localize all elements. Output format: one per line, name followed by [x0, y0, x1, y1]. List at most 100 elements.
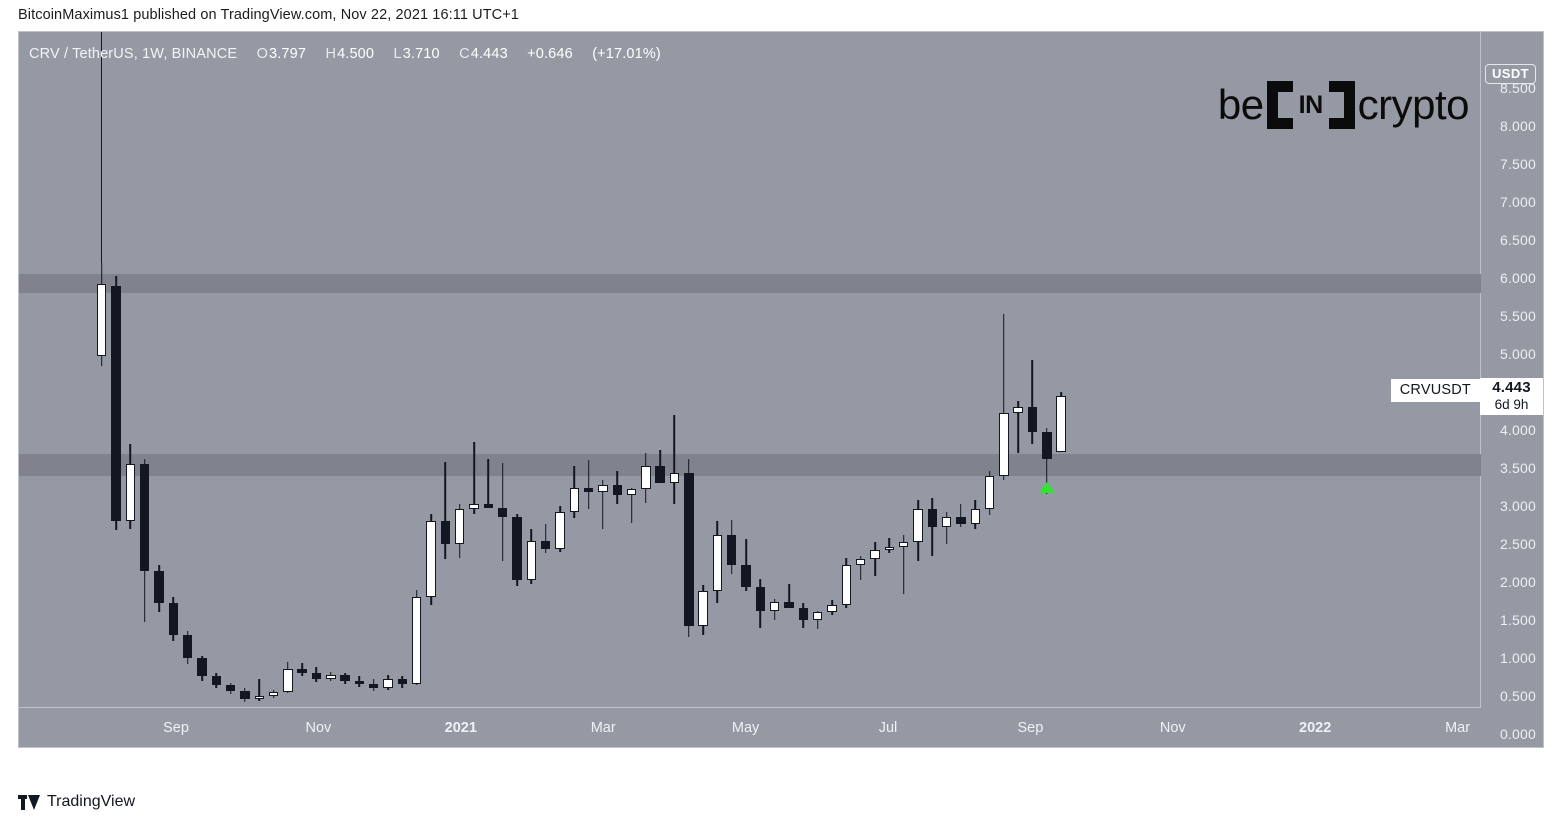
candle-wick [630, 487, 633, 523]
candlestick-bar[interactable] [154, 565, 164, 613]
candlestick-bar[interactable] [426, 513, 436, 605]
candlestick-bar[interactable] [139, 458, 150, 622]
candlestick-bar[interactable] [526, 528, 536, 584]
candlestick-bar[interactable] [168, 597, 178, 642]
lower-resistance-zone[interactable] [19, 454, 1481, 476]
candlestick-bar[interactable] [111, 276, 121, 531]
candlestick-bar[interactable] [927, 498, 937, 557]
candlestick-bar[interactable] [369, 679, 379, 692]
candlestick-bar[interactable] [240, 688, 250, 703]
candlestick-bar[interactable] [827, 600, 837, 616]
candlestick-bar[interactable] [283, 661, 293, 693]
candlestick-bar[interactable] [225, 683, 236, 695]
candlestick-bar[interactable] [440, 461, 451, 560]
price-axis-tick: 7.000 [1499, 194, 1536, 210]
candlestick-bar[interactable] [455, 504, 465, 558]
candlestick-bar[interactable] [798, 603, 809, 628]
candlestick-bar[interactable] [956, 504, 966, 528]
bar-countdown: 6d 9h [1494, 397, 1529, 413]
candlestick-bar[interactable] [884, 537, 894, 554]
candlestick-bar[interactable] [984, 471, 995, 516]
candlestick-bar[interactable] [655, 449, 665, 484]
candlestick-bar[interactable] [641, 452, 651, 503]
candle-body [139, 464, 150, 572]
legend-symbol: CRV / TetherUS, 1W, BINANCE [29, 46, 238, 62]
plot-area[interactable] [19, 32, 1481, 747]
candle-body [311, 673, 322, 680]
candle-body [111, 285, 121, 522]
candlestick-bar[interactable] [540, 524, 551, 554]
candlestick-bar[interactable] [999, 314, 1009, 481]
candlestick-bar[interactable] [340, 673, 350, 684]
price-axis-tick: 8.000 [1499, 118, 1536, 134]
candle-body [125, 464, 136, 522]
candlestick-bar[interactable] [254, 679, 264, 701]
candlestick-bar[interactable] [397, 676, 408, 689]
upper-resistance-zone[interactable] [19, 274, 1481, 294]
candlestick-bar[interactable] [182, 630, 193, 665]
candlestick-bar[interactable] [684, 458, 694, 637]
candlestick-bar[interactable] [555, 506, 565, 552]
candlestick-bar[interactable] [755, 578, 766, 628]
candlestick-bar[interactable] [712, 521, 723, 604]
candlestick-bar[interactable] [569, 466, 579, 519]
candlestick-bar[interactable] [813, 610, 823, 630]
candlestick-bar[interactable] [669, 414, 680, 505]
candlestick-bar[interactable] [583, 460, 594, 510]
bracket-left-icon [1266, 81, 1293, 129]
candlestick-bar[interactable] [412, 589, 422, 686]
candlestick-bar[interactable] [297, 662, 307, 677]
price-axis-tick: 3.500 [1499, 460, 1536, 476]
candlestick-bar[interactable] [970, 499, 980, 529]
candlestick-bar[interactable] [483, 458, 494, 508]
candlestick-bar[interactable] [268, 689, 279, 699]
buy-marker[interactable] [1038, 482, 1055, 493]
time-axis-tick: 2021 [444, 720, 477, 736]
candlestick-bar[interactable] [784, 583, 794, 608]
watermark-be-text: be [1217, 81, 1264, 128]
candlestick-bar[interactable] [870, 542, 880, 576]
candle-body [941, 516, 952, 528]
candle-wick [1017, 401, 1019, 453]
candle-body [225, 685, 236, 692]
candlestick-bar[interactable] [512, 513, 522, 586]
time-scale[interactable]: Sep Nov 2021 Mar May Jul Sep Nov 2022 Mar [19, 707, 1481, 747]
candlestick-bar[interactable] [1056, 392, 1066, 453]
candlestick-bar[interactable] [626, 487, 637, 523]
candlestick-bar[interactable] [354, 676, 365, 687]
candlestick-bar[interactable] [598, 480, 608, 529]
candlestick-bar[interactable] [913, 499, 923, 561]
candle-wick [544, 524, 547, 554]
candlestick-bar[interactable] [326, 671, 336, 681]
candlestick-bar[interactable] [197, 656, 207, 681]
candlestick-bar[interactable] [841, 557, 852, 608]
candlestick-bar[interactable] [741, 539, 751, 592]
candlestick-bar[interactable] [497, 463, 508, 561]
candlestick-bar[interactable] [125, 443, 136, 529]
candlestick-bar[interactable] [941, 512, 952, 544]
candlestick-bar[interactable] [727, 519, 737, 575]
candlestick-bar[interactable] [469, 442, 479, 514]
candlestick-bar[interactable] [1042, 428, 1052, 494]
candle-body [512, 516, 522, 581]
candlestick-bar[interactable] [770, 598, 780, 620]
candlestick-bar[interactable] [1027, 360, 1038, 444]
candle-body [254, 695, 264, 700]
legend-change-percent: (+17.01%) [592, 46, 661, 62]
candlestick-bar[interactable] [612, 471, 622, 505]
candlestick-bar[interactable] [898, 534, 909, 595]
price-axis-tick: 6.000 [1499, 270, 1536, 286]
candlestick-bar[interactable] [1013, 401, 1023, 453]
candle-wick [788, 583, 790, 608]
candle-wick [1003, 314, 1005, 481]
candlestick-bar[interactable] [97, 262, 107, 367]
candlestick-bar[interactable] [311, 667, 322, 683]
candlestick-bar[interactable] [855, 556, 866, 581]
candlestick-bar[interactable] [698, 585, 708, 636]
candle-body [369, 683, 379, 689]
candle-body [455, 509, 465, 544]
candle-wick [487, 458, 490, 506]
time-axis-tick: Jul [878, 720, 898, 736]
candlestick-bar[interactable] [211, 673, 221, 689]
candlestick-bar[interactable] [383, 674, 393, 690]
